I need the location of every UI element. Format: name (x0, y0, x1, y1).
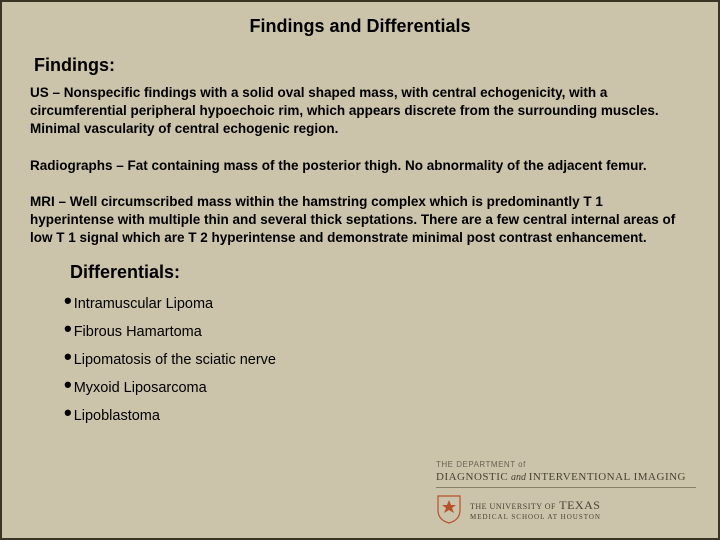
bullet-icon: • (64, 406, 72, 419)
list-item: • Intramuscular Lipoma (64, 289, 718, 317)
shield-icon (436, 494, 462, 524)
paragraph-radiographs: Radiographs – Fat containing mass of the… (2, 153, 718, 189)
institution-logo: THE DEPARTMENT of DIAGNOSTIC and INTERVE… (436, 460, 696, 524)
differentials-list: • Intramuscular Lipoma • Fibrous Hamarto… (2, 289, 718, 429)
list-item: • Lipoblastoma (64, 401, 718, 429)
list-item: • Fibrous Hamartoma (64, 317, 718, 345)
list-item-label: Intramuscular Lipoma (74, 296, 213, 312)
list-item: • Lipomatosis of the sciatic nerve (64, 345, 718, 373)
paragraph-mri: MRI – Well circumscribed mass within the… (2, 189, 718, 262)
slide-title: Findings and Differentials (2, 2, 718, 55)
findings-heading: Findings: (2, 55, 718, 80)
dept-label: THE DEPARTMENT of (436, 460, 696, 469)
paragraph-us: US – Nonspecific findings with a solid o… (2, 80, 718, 153)
list-item-label: Fibrous Hamartoma (74, 324, 202, 340)
bullet-icon: • (64, 378, 72, 391)
list-item: • Myxoid Liposarcoma (64, 373, 718, 401)
bullet-icon: • (64, 322, 72, 335)
university-text: THE UNIVERSITY of TEXAS MEDICAL SCHOOL A… (470, 498, 601, 521)
list-item-label: Myxoid Liposarcoma (74, 380, 207, 396)
list-item-label: Lipomatosis of the sciatic nerve (74, 352, 276, 368)
list-item-label: Lipoblastoma (74, 408, 160, 424)
dept-name: DIAGNOSTIC and INTERVENTIONAL IMAGING (436, 471, 696, 488)
differentials-heading: Differentials: (2, 262, 718, 289)
bullet-icon: • (64, 350, 72, 363)
bullet-icon: • (64, 294, 72, 307)
